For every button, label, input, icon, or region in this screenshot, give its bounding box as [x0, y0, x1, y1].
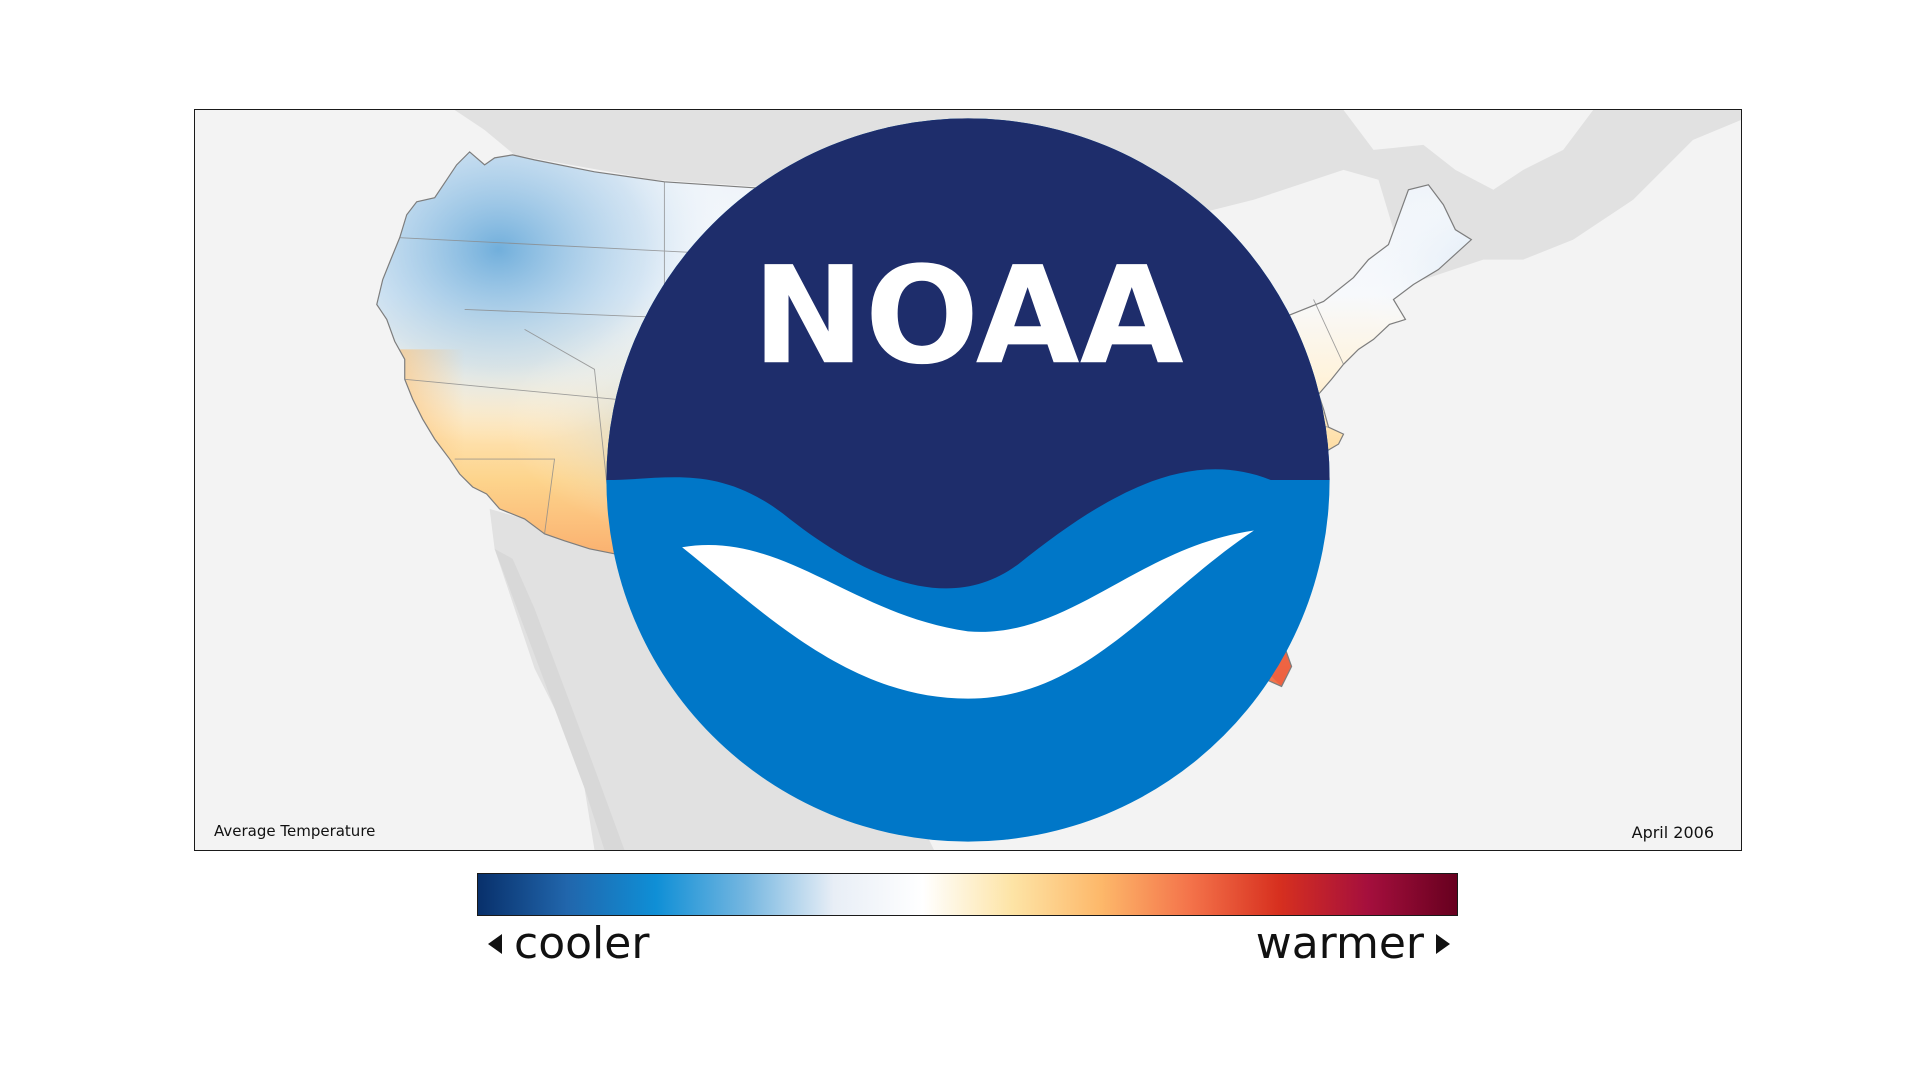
map-frame: Average Temperature April 2006 NOAA [194, 109, 1742, 851]
map-date: April 2006 [1631, 823, 1714, 842]
right-arrow-icon [1436, 933, 1450, 954]
legend-high: warmer [1256, 918, 1450, 969]
legend-high-label: warmer [1255, 918, 1424, 969]
noaa-logo-icon: NOAA [606, 118, 1330, 842]
left-arrow-icon [488, 933, 502, 954]
noaa-logo-text: NOAA [752, 237, 1184, 394]
color-scale-bar [477, 873, 1458, 916]
baja-peninsula [494, 548, 625, 850]
map-title: Average Temperature [214, 822, 376, 840]
legend-low: cooler [488, 918, 649, 969]
legend-low-label: cooler [514, 918, 650, 969]
